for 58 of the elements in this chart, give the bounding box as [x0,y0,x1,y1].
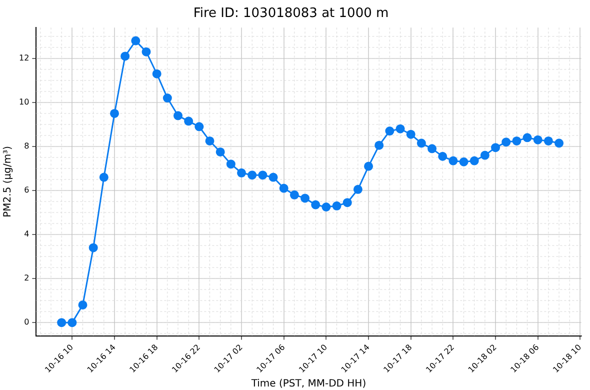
point [110,108,119,118]
point [152,69,162,78]
point [162,94,172,103]
point [258,170,268,180]
point [205,136,214,146]
point [226,160,236,169]
point [78,300,88,310]
point [416,138,426,148]
y-tick-label: 8 [24,142,30,151]
y-axis-title: PM2.5 (μg/m³) [2,146,14,218]
point [322,202,331,212]
point [364,162,374,171]
y-tick-label: 12 [18,53,30,62]
point [300,194,310,203]
point [131,36,140,46]
point [99,172,108,182]
point [522,133,532,142]
y-tick-label: 6 [24,186,30,195]
x-axis-title: Time (PST, MM-DD HH) [250,378,366,390]
point [68,318,77,328]
y-tick-label: 2 [24,274,30,283]
point [544,136,553,146]
point [374,140,384,150]
point [385,126,394,136]
point [533,135,542,144]
point [470,156,479,166]
point [353,184,362,194]
point [480,150,490,160]
point [216,147,225,156]
point [237,168,246,178]
point [438,152,448,161]
y-tick-label: 4 [24,230,30,239]
point [491,143,500,152]
point [174,111,183,120]
point [459,157,468,166]
point [512,136,522,146]
point [248,170,257,180]
point [120,52,130,61]
point [448,156,458,166]
point [428,144,437,154]
point [88,243,98,252]
y-tick-label: 10 [18,98,30,107]
point [406,130,416,139]
point [279,184,288,193]
point [332,201,342,210]
point [290,190,299,200]
y-tick-label: 0 [24,318,30,327]
point [396,124,405,134]
point [342,198,352,208]
point [57,318,66,328]
point [502,138,511,147]
point [194,122,204,132]
point [268,172,278,182]
point [311,200,320,210]
point [184,116,194,126]
point [142,47,151,56]
point [554,138,564,148]
chart-title: Fire ID: 103018083 at 1000 m [193,6,389,22]
